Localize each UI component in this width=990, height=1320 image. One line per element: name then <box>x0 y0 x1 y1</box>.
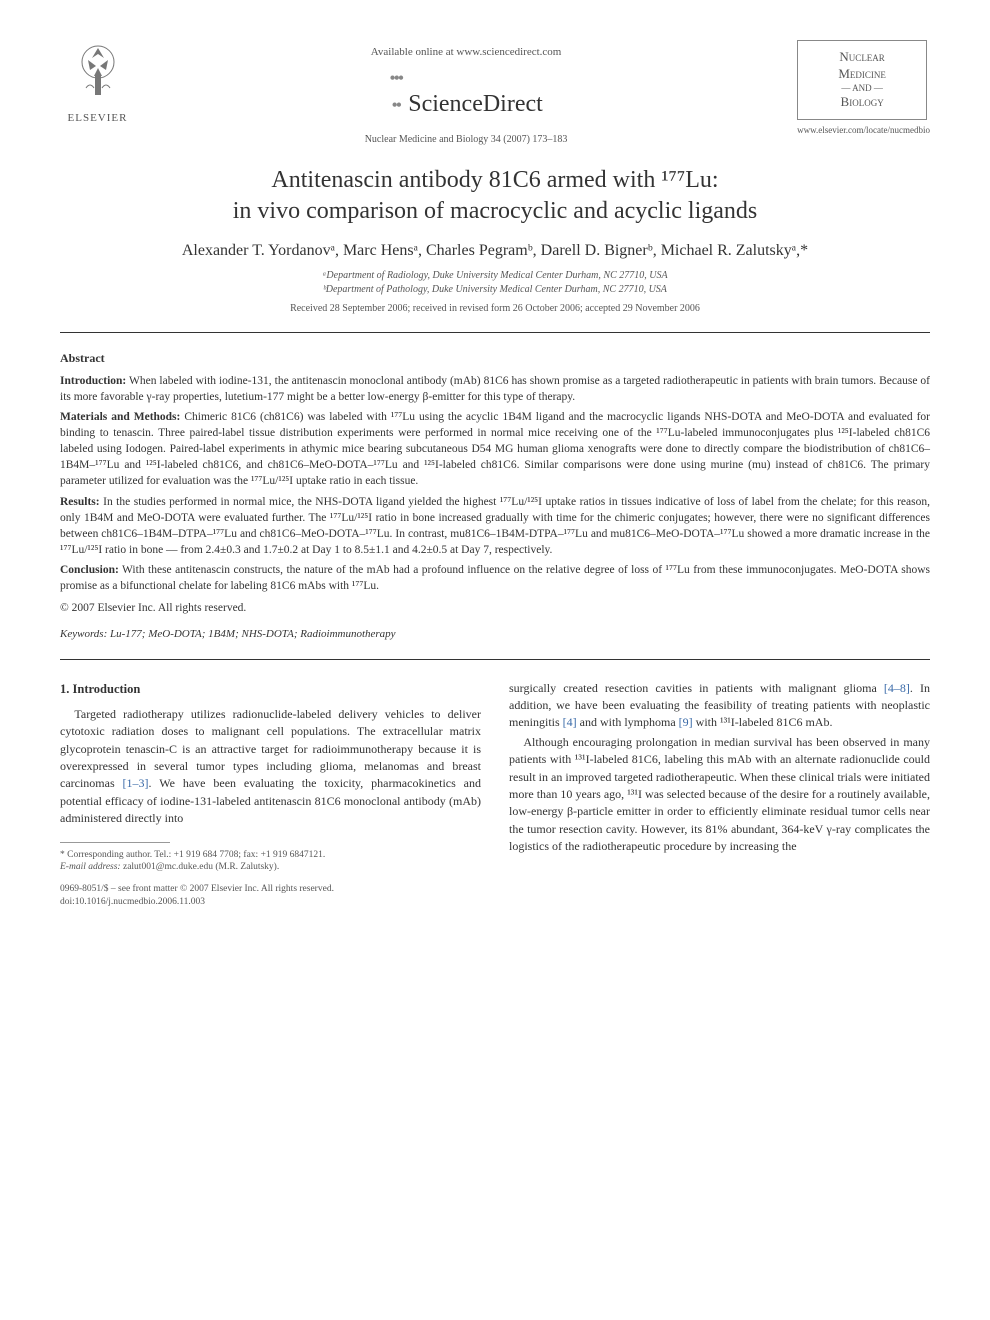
methods-text: Chimeric 81C6 (ch81C6) was labeled with … <box>60 411 930 487</box>
section-1-heading: 1. Introduction <box>60 680 481 698</box>
conclusion-lead: Conclusion: <box>60 564 119 576</box>
title-line2: in vivo comparison of macrocyclic and ac… <box>233 198 757 224</box>
keywords-label: Keywords: <box>60 628 107 640</box>
email-label: E-mail address: <box>60 862 121 872</box>
abstract-methods: Materials and Methods: Chimeric 81C6 (ch… <box>60 409 930 489</box>
journal-box-and: — AND — <box>802 83 922 95</box>
elsevier-tree-icon <box>68 40 128 100</box>
header-center: Available online at www.sciencedirect.co… <box>135 40 797 147</box>
methods-lead: Materials and Methods: <box>60 411 180 423</box>
article-dates: Received 28 September 2006; received in … <box>60 301 930 316</box>
citation-9[interactable]: [9] <box>679 715 693 729</box>
abstract-results: Results: In the studies performed in nor… <box>60 494 930 558</box>
body-columns: 1. Introduction Targeted radiotherapy ut… <box>60 680 930 908</box>
col2-p1-a: surgically created resection cavities in… <box>509 681 884 695</box>
publisher-logo: ELSEVIER <box>60 40 135 126</box>
abstract-heading: Abstract <box>60 349 930 367</box>
abstract-intro: Introduction: When labeled with iodine-1… <box>60 373 930 405</box>
email-value: zalut001@mc.duke.edu (M.R. Zalutsky). <box>121 862 280 872</box>
publisher-name: ELSEVIER <box>60 110 135 127</box>
affiliations: ᵃDepartment of Radiology, Duke Universit… <box>60 269 930 297</box>
affiliation-a: ᵃDepartment of Radiology, Duke Universit… <box>60 269 930 283</box>
col2-p1-c: and with lymphoma <box>577 715 679 729</box>
col2-p1-d: with ¹³¹I-labeled 81C6 mAb. <box>693 715 833 729</box>
abstract-block: Introduction: When labeled with iodine-1… <box>60 373 930 616</box>
conclusion-text: With these antitenascin constructs, the … <box>60 564 930 592</box>
email-footnote: E-mail address: zalut001@mc.duke.edu (M.… <box>60 861 481 873</box>
journal-title-box: Nuclear Medicine — AND — Biology <box>797 40 927 120</box>
journal-box-wrapper: Nuclear Medicine — AND — Biology www.els… <box>797 40 930 138</box>
col2-paragraph-1: surgically created resection cavities in… <box>509 680 930 732</box>
intro-text: When labeled with iodine-131, the antite… <box>60 375 930 403</box>
keywords-text: Lu-177; MeO-DOTA; 1B4M; NHS-DOTA; Radioi… <box>107 628 395 640</box>
affiliation-b: ᵇDepartment of Pathology, Duke Universit… <box>60 283 930 297</box>
keywords-line: Keywords: Lu-177; MeO-DOTA; 1B4M; NHS-DO… <box>60 626 930 643</box>
available-online-text: Available online at www.sciencedirect.co… <box>135 44 797 61</box>
results-text: In the studies performed in normal mice,… <box>60 496 930 556</box>
article-title: Antitenascin antibody 81C6 armed with ¹⁷… <box>60 165 930 227</box>
citation-4[interactable]: [4] <box>563 715 577 729</box>
journal-reference: Nuclear Medicine and Biology 34 (2007) 1… <box>135 132 797 147</box>
journal-url: www.elsevier.com/locate/nucmedbio <box>797 124 930 138</box>
page-header: ELSEVIER Available online at www.science… <box>60 40 930 147</box>
author-list: Alexander T. Yordanovᵃ, Marc Hensᵃ, Char… <box>60 239 930 263</box>
results-lead: Results: <box>60 496 100 508</box>
journal-box-line1: Nuclear <box>802 49 922 66</box>
journal-box-line3: Biology <box>802 94 922 111</box>
footer-issn: 0969-8051/$ – see front matter © 2007 El… <box>60 883 481 895</box>
rule-below-abstract <box>60 659 930 660</box>
corresponding-author-footnote: * Corresponding author. Tel.: +1 919 684… <box>60 849 481 861</box>
sciencedirect-logo: ••••• ScienceDirect <box>135 65 797 122</box>
sciencedirect-text: ScienceDirect <box>408 91 543 117</box>
journal-box-line2: Medicine <box>802 66 922 83</box>
col2-paragraph-2: Although encouraging prolongation in med… <box>509 734 930 856</box>
footnote-separator <box>60 842 170 843</box>
col1-paragraph-1: Targeted radiotherapy utilizes radionucl… <box>60 706 481 828</box>
citation-4-8[interactable]: [4–8] <box>884 681 910 695</box>
intro-lead: Introduction: <box>60 375 126 387</box>
sciencedirect-dots-icon: ••••• <box>389 65 402 119</box>
citation-1-3[interactable]: [1–3] <box>123 776 149 790</box>
abstract-conclusion: Conclusion: With these antitenascin cons… <box>60 562 930 594</box>
column-right: surgically created resection cavities in… <box>509 680 930 908</box>
footer-doi: doi:10.1016/j.nucmedbio.2006.11.003 <box>60 896 481 908</box>
abstract-copyright: © 2007 Elsevier Inc. All rights reserved… <box>60 600 930 616</box>
title-line1: Antitenascin antibody 81C6 armed with ¹⁷… <box>271 167 718 193</box>
column-left: 1. Introduction Targeted radiotherapy ut… <box>60 680 481 908</box>
rule-above-abstract <box>60 332 930 333</box>
